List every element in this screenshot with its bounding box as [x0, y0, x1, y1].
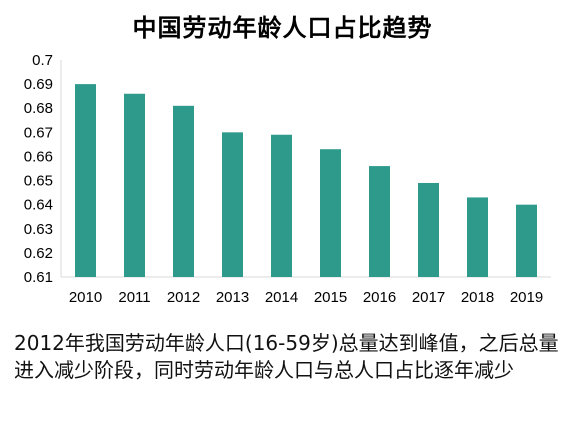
y-tick-label: 0.65 [24, 173, 53, 190]
x-tick-label: 2013 [216, 289, 249, 306]
x-tick-label: 2017 [412, 289, 445, 306]
y-tick-label: 0.66 [24, 148, 53, 165]
x-tick-label: 2018 [461, 289, 494, 306]
y-tick-label: 0.7 [32, 52, 53, 69]
x-tick-label: 2010 [69, 289, 102, 306]
bar-2019 [516, 204, 537, 277]
y-tick-label: 0.62 [24, 245, 53, 262]
bar-2013 [222, 132, 243, 277]
y-tick-label: 0.67 [24, 124, 53, 141]
bar-2010 [75, 84, 96, 277]
bar-2016 [369, 166, 390, 277]
caption-text: 2012年我国劳动年龄人口(16-59岁)总量达到峰值，之后总量进入减少阶段，同… [14, 331, 559, 382]
x-tick-label: 2015 [314, 289, 347, 306]
x-tick-label: 2014 [265, 289, 298, 306]
y-tick-label: 0.61 [24, 269, 53, 286]
chart-title: 中国劳动年龄人口占比趋势 [132, 14, 433, 42]
y-tick-label: 0.68 [24, 100, 53, 117]
y-axis-ticks: 0.61 0.62 0.63 0.64 0.65 0.66 0.67 0.68 0.69 0.7 [24, 52, 53, 286]
x-tick-label: 2011 [118, 289, 150, 306]
x-axis-ticks: 2010 2011 2012 2013 2014 2015 2016 2017 2018 2019 [69, 289, 543, 306]
bar-2011 [124, 93, 145, 277]
bar-chart: 0.610.620.630.640.650.660.670.680.690.7 … [24, 52, 551, 306]
x-tick-label: 2019 [510, 289, 543, 306]
y-tick-label: 0.63 [24, 221, 53, 238]
bar-2015 [320, 149, 341, 277]
y-tick-label: 0.69 [24, 76, 53, 93]
x-tick-label: 2012 [167, 289, 200, 306]
bar-2017 [418, 182, 439, 277]
bar-2014 [271, 134, 292, 277]
y-tick-label: 0.64 [24, 197, 53, 214]
bars [75, 84, 537, 277]
x-tick-label: 2016 [363, 289, 396, 306]
bar-2018 [467, 197, 488, 277]
bar-2012 [173, 105, 194, 277]
